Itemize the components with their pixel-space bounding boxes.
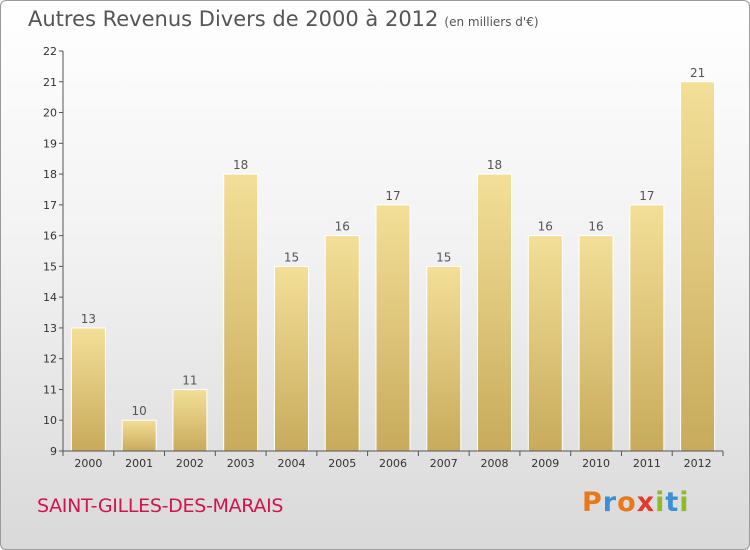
bar-2002 — [172, 388, 208, 452]
x-tick-label: 2006 — [379, 457, 407, 470]
bar-value-label: 18 — [487, 158, 502, 172]
bar-2008 — [477, 173, 513, 452]
bar-2004 — [273, 265, 309, 452]
chart-title: Autres Revenus Divers de 2000 à 2012 (en … — [28, 7, 539, 31]
bar-2011 — [629, 204, 665, 452]
y-tick-label: 13 — [43, 322, 57, 335]
y-tick-label: 22 — [43, 45, 57, 58]
bar-2009 — [527, 235, 563, 452]
bar-2005 — [324, 235, 360, 452]
y-tick-label: 14 — [43, 291, 57, 304]
bar-value-label: 16 — [538, 220, 553, 234]
bar-2006 — [375, 204, 411, 452]
x-tick-label: 2008 — [481, 457, 509, 470]
y-tick-label: 20 — [43, 107, 57, 120]
bar-value-label: 17 — [385, 189, 400, 203]
y-tick-label: 19 — [43, 137, 57, 150]
chart-unit: (en milliers d'€) — [444, 15, 539, 29]
y-tick-label: 9 — [50, 445, 57, 458]
bar-2000 — [70, 327, 106, 452]
x-tick-label: 2003 — [227, 457, 255, 470]
y-tick-label: 17 — [43, 199, 57, 212]
bar-value-label: 15 — [436, 250, 451, 264]
x-tick-label: 2007 — [430, 457, 458, 470]
bar-2010 — [578, 235, 614, 452]
y-tick-label: 12 — [43, 353, 57, 366]
y-tick-label: 11 — [43, 383, 57, 396]
bar-value-label: 17 — [639, 189, 654, 203]
bar-2003 — [223, 173, 259, 452]
bar-value-label: 16 — [335, 220, 350, 234]
bar-value-label: 10 — [132, 404, 147, 418]
bar-value-label: 11 — [182, 373, 197, 387]
x-tick-label: 2012 — [684, 457, 712, 470]
x-tick-label: 2000 — [74, 457, 102, 470]
bar-2001 — [121, 419, 157, 452]
y-tick-label: 10 — [43, 414, 57, 427]
commune-name: SAINT-GILLES-DES-MARAIS — [37, 495, 284, 517]
y-tick-label: 18 — [43, 168, 57, 181]
x-tick-label: 2010 — [582, 457, 610, 470]
bar-value-label: 15 — [284, 250, 299, 264]
proxiti-logo: Proxiti — [582, 487, 690, 518]
y-tick-label: 21 — [43, 76, 57, 89]
bar-2007 — [426, 265, 462, 452]
bar-2012 — [680, 81, 716, 452]
bar-value-label: 21 — [690, 66, 705, 80]
x-tick-label: 2004 — [277, 457, 305, 470]
x-tick-label: 2011 — [633, 457, 661, 470]
x-tick-label: 2005 — [328, 457, 356, 470]
bar-value-label: 18 — [233, 158, 248, 172]
x-tick-label: 2009 — [531, 457, 559, 470]
y-tick-label: 15 — [43, 260, 57, 273]
bar-value-label: 13 — [81, 312, 96, 326]
y-tick-label: 16 — [43, 230, 57, 243]
bar-value-label: 16 — [588, 220, 603, 234]
x-tick-label: 2002 — [176, 457, 204, 470]
x-tick-label: 2001 — [125, 457, 153, 470]
chart-title-text: Autres Revenus Divers de 2000 à 2012 — [28, 7, 439, 31]
